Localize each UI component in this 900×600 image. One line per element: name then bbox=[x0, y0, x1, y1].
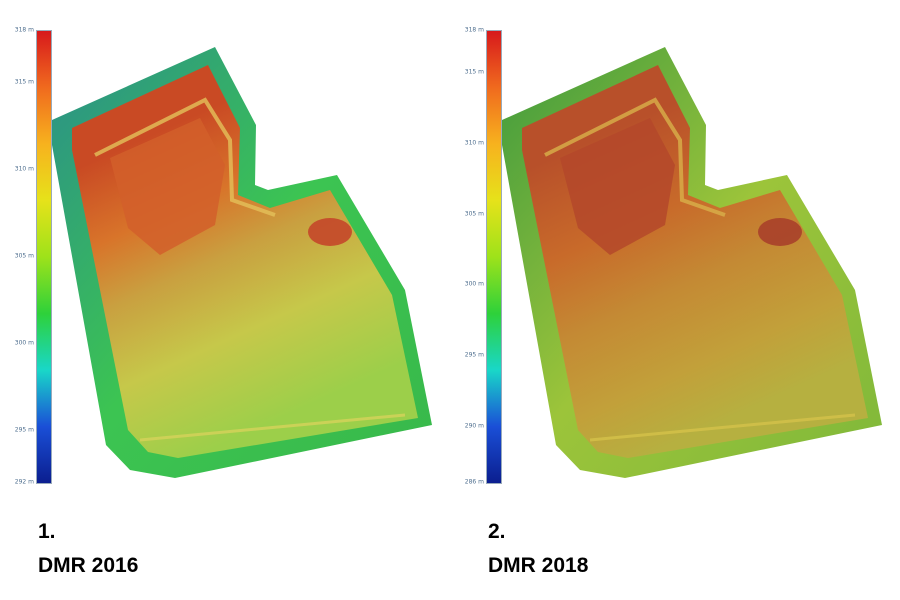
scale-tick: 295 m bbox=[464, 351, 484, 359]
dmr-2016-panel: 318 m 315 m 310 m 305 m 300 m 295 m 292 … bbox=[2, 26, 432, 578]
scale-tick: 310 m bbox=[464, 139, 484, 147]
scale-tick: 295 m bbox=[14, 426, 34, 434]
elevation-gradient bbox=[487, 31, 501, 483]
terrain-upper-plateau bbox=[110, 118, 225, 255]
scale-tick: 305 m bbox=[14, 252, 34, 260]
terrain-bench bbox=[139, 413, 406, 442]
scale-tick: 315 m bbox=[14, 78, 34, 86]
panel-number: 1. bbox=[38, 520, 56, 543]
scale-tick: 292 m bbox=[14, 478, 34, 486]
terrain-upper-plateau bbox=[560, 118, 675, 255]
panel-number: 2. bbox=[488, 520, 506, 543]
elevation-scale-ticks: 318 m 315 m 310 m 305 m 300 m 295 m 290 … bbox=[452, 26, 486, 486]
elevation-color-scale bbox=[486, 30, 502, 484]
terrain-ridge-line bbox=[544, 97, 726, 217]
scale-tick: 315 m bbox=[464, 68, 484, 76]
terrain-bench bbox=[589, 413, 856, 442]
panel-title: DMR 2016 bbox=[38, 554, 139, 577]
elevation-scale-ticks: 318 m 315 m 310 m 305 m 300 m 295 m 292 … bbox=[2, 26, 36, 486]
dmr-2016-caption: 1. DMR 2016 bbox=[38, 520, 138, 578]
scale-tick: 300 m bbox=[464, 280, 484, 288]
terrain-elevation-map bbox=[502, 47, 882, 478]
terrain-ridge-line bbox=[94, 97, 276, 217]
terrain-elevation-map bbox=[52, 47, 432, 478]
scale-tick: 310 m bbox=[14, 165, 34, 173]
elevation-gradient bbox=[37, 31, 51, 483]
scale-tick: 305 m bbox=[464, 210, 484, 218]
elevation-color-scale bbox=[36, 30, 52, 484]
terrain-depression bbox=[308, 218, 352, 246]
scale-tick: 290 m bbox=[464, 422, 484, 429]
panel-title: DMR 2018 bbox=[488, 554, 589, 577]
scale-tick: 318 m bbox=[14, 26, 34, 34]
dmr-2018-caption: 2. DMR 2018 bbox=[488, 520, 588, 578]
terrain-depression bbox=[758, 218, 802, 246]
dmr-2018-panel: 318 m 315 m 310 m 305 m 300 m 295 m 290 … bbox=[450, 0, 900, 600]
scale-tick: 286 m bbox=[464, 478, 484, 486]
scale-tick: 300 m bbox=[14, 339, 34, 347]
scale-tick: 318 m bbox=[464, 26, 484, 34]
